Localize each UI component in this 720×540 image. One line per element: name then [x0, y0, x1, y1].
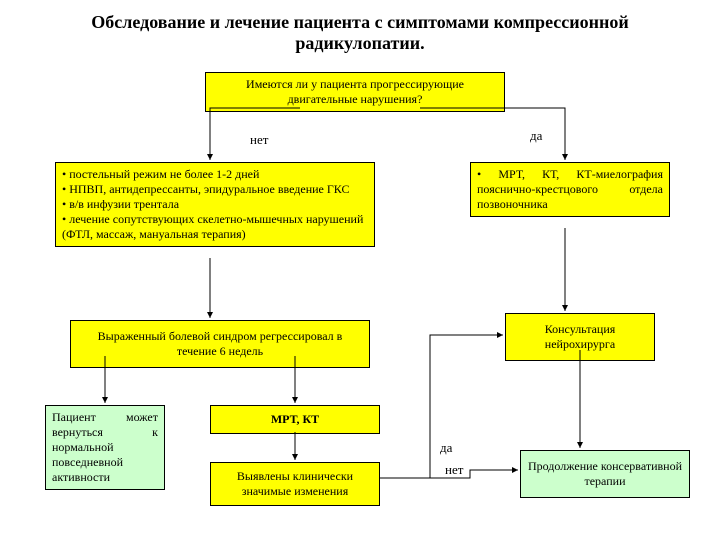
- treat-line1: • постельный режим не более 1-2 дней: [62, 167, 368, 182]
- neuro-box: Консультация нейрохирурга: [505, 313, 655, 361]
- neuro-text: Консультация нейрохирурга: [545, 322, 616, 351]
- treat-line2: • НПВП, антидепрессанты, эпидуральное вв…: [62, 182, 368, 197]
- label-yes2: да: [440, 440, 452, 456]
- decision-box: Имеются ли у пациента прогрессирующие дв…: [205, 72, 505, 112]
- imaging-text: МРТ, КТ, КТ-миелография пояснично-крестц…: [477, 167, 663, 211]
- changes-box: Выявлены клинически значимые изменения: [210, 462, 380, 506]
- decision-text: Имеются ли у пациента прогрессирующие дв…: [246, 77, 464, 106]
- mri-text: МРТ, КТ: [271, 412, 319, 426]
- return-text: Пациент может вернуться к нормальной пов…: [52, 410, 158, 484]
- regress-text: Выраженный болевой синдром регрессировал…: [98, 329, 343, 358]
- regress-box: Выраженный болевой синдром регрессировал…: [70, 320, 370, 368]
- treat-line4: • лечение сопутствующих скелетно-мышечны…: [62, 212, 368, 242]
- label-yes: да: [530, 128, 542, 144]
- imaging-box: • МРТ, КТ, КТ-миелография пояснично-крес…: [470, 162, 670, 217]
- conserve-text: Продолжение консервативной терапии: [528, 459, 682, 488]
- treatment-box: • постельный режим не более 1-2 дней • Н…: [55, 162, 375, 247]
- return-box: Пациент может вернуться к нормальной пов…: [45, 405, 165, 490]
- imaging-bullet: •: [477, 167, 481, 181]
- page-title: Обследование и лечение пациента с симпто…: [0, 0, 720, 58]
- label-no: нет: [250, 132, 268, 148]
- mri-box: МРТ, КТ: [210, 405, 380, 434]
- conserve-box: Продолжение консервативной терапии: [520, 450, 690, 498]
- changes-text: Выявлены клинически значимые изменения: [237, 469, 353, 498]
- treat-line3: • в/в инфузии трентала: [62, 197, 368, 212]
- label-no2: нет: [445, 462, 463, 478]
